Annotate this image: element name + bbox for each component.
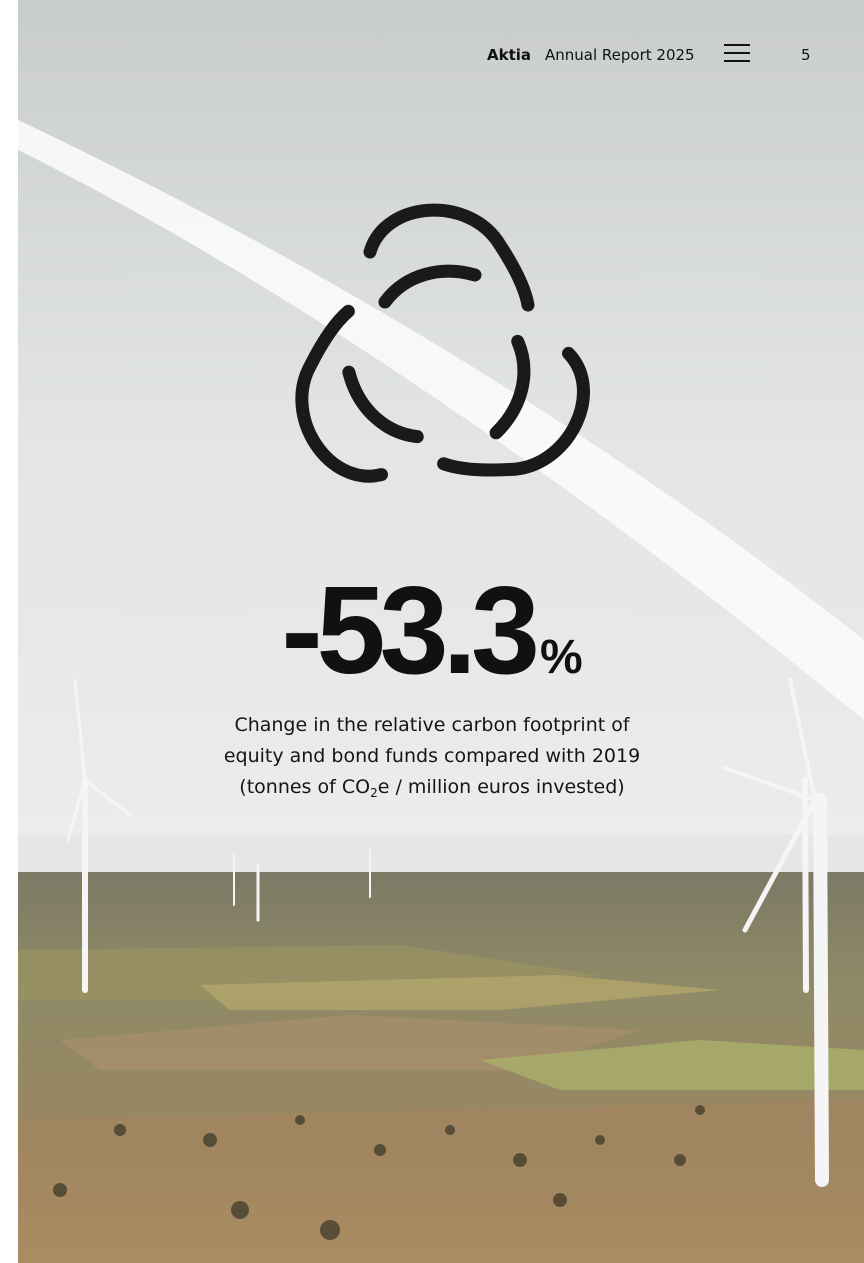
subscript: 2 [370, 786, 378, 800]
menu-icon[interactable] [724, 44, 750, 62]
caption-text: e / million euros invested) [377, 776, 625, 798]
caption-line: equity and bond funds compared with 2019 [223, 745, 641, 767]
field [480, 1040, 864, 1090]
report-title: Annual Report 2025 [545, 46, 695, 64]
caption-line: (tonnes of CO2e / million euros invested… [0, 772, 864, 803]
turbines [66, 678, 829, 1187]
recycle-icon [295, 203, 590, 483]
brand: Aktia [487, 46, 532, 64]
figure-unit: % [539, 631, 583, 684]
key-figure: -53.3% [0, 560, 864, 702]
turbine-blade [18, 120, 864, 720]
caption-text: (tonnes of CO [239, 776, 371, 798]
caption: Change in the relative carbon footprint … [0, 710, 864, 803]
field [18, 1100, 864, 1263]
caption-line: Change in the relative carbon footprint … [234, 714, 630, 736]
field [200, 975, 720, 1010]
shrubs [53, 1105, 705, 1240]
field [60, 1015, 640, 1070]
figure-value: -53.3 [281, 562, 540, 700]
page-number: 5 [801, 46, 811, 64]
